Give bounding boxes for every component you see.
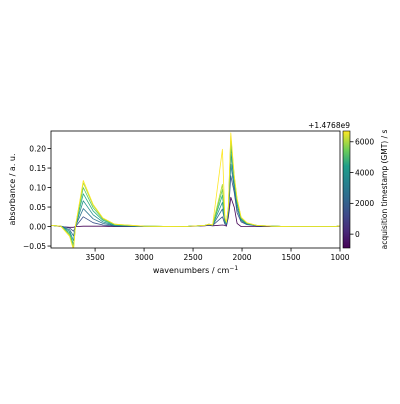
x-tick-label: 3000 (135, 253, 154, 262)
series-line-7 (51, 132, 340, 248)
colorbar: 0 2000 4000 6000 +1.4768e9 acquisition time… (308, 121, 389, 249)
x-tick-label: 3500 (86, 253, 105, 262)
x-tick-label: 2000 (232, 253, 251, 262)
series-line-5 (51, 140, 340, 248)
series-group (51, 132, 340, 248)
plot-frame (50, 130, 341, 249)
y-tick-label: 0.15 (29, 164, 46, 173)
x-axis-label: wavenumbers / cm−1 (153, 265, 238, 275)
y-tick-label: 0.10 (29, 183, 46, 192)
series-line-1 (51, 175, 340, 232)
series-line-3 (51, 153, 340, 242)
series-line-4 (51, 146, 340, 245)
x-tick-label: 2500 (184, 253, 203, 262)
plot-area: 3500 3000 2500 2000 1500 1000 −0.05 0.00 0.05 0.… (23, 130, 350, 262)
x-tick-label: 1500 (281, 253, 300, 262)
y-tick-label: 0.20 (29, 144, 46, 153)
series-line-2 (51, 163, 340, 237)
x-axis-ticks: 3500 3000 2500 2000 1500 1000 (86, 248, 350, 262)
colorbar-tick-label: 6000 (355, 137, 374, 146)
colorbar-label: acquisition timestamp (GMT) / s (380, 130, 389, 250)
colorbar-ticks: 0 2000 4000 6000 (350, 137, 374, 239)
colorbar-offset-label: +1.4768e9 (308, 121, 350, 130)
y-axis-ticks: −0.05 0.00 0.05 0.10 0.15 0.20 (23, 144, 51, 251)
y-axis-label: absorbance / a. u. (8, 153, 17, 225)
y-tick-label: 0.05 (29, 203, 46, 212)
x-tick-label: 1000 (330, 253, 349, 262)
series-line-6 (51, 135, 340, 248)
colorbar-tick-label: 2000 (355, 199, 374, 208)
y-tick-label: −0.05 (23, 242, 46, 251)
colorbar-tick-label: 0 (355, 230, 360, 239)
y-tick-label: 0.00 (29, 222, 46, 231)
colorbar-gradient (342, 130, 351, 249)
colorbar-tick-label: 4000 (355, 168, 374, 177)
